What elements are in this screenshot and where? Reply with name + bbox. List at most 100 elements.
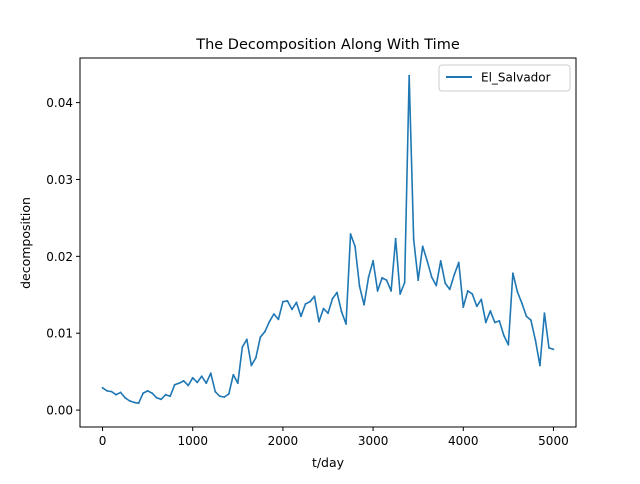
data-point (272, 313, 275, 315)
x-tick-label: 5000 (538, 434, 569, 448)
data-point (254, 356, 257, 359)
data-point (349, 233, 352, 235)
x-axis-label: t/day (312, 455, 345, 470)
data-point (426, 260, 429, 262)
data-point (128, 399, 131, 402)
axes-frame (79, 57, 577, 428)
data-point (101, 386, 104, 389)
data-point (345, 323, 347, 325)
data-point (552, 348, 555, 351)
data-point (309, 300, 311, 303)
data-point (182, 379, 185, 382)
data-point (146, 389, 149, 392)
data-point (331, 297, 334, 300)
data-point (358, 285, 361, 288)
data-point (484, 321, 487, 324)
data-point (453, 273, 456, 276)
data-point (106, 389, 108, 392)
data-point (502, 334, 505, 337)
data-point (385, 279, 388, 282)
x-tick-label: 4000 (448, 434, 479, 448)
data-point (160, 398, 163, 401)
data-point (164, 393, 167, 396)
data-point (412, 238, 415, 241)
data-point (516, 290, 519, 293)
x-tick-label: 3000 (358, 434, 389, 448)
data-point (367, 276, 370, 278)
data-point (200, 375, 203, 378)
data-point (340, 310, 343, 313)
data-point (543, 312, 546, 315)
data-point (498, 320, 501, 322)
y-tick-label: 0.01 (46, 327, 73, 341)
data-point (236, 382, 239, 385)
x-tick-label: 1000 (177, 434, 208, 448)
data-point (263, 330, 266, 333)
data-point (313, 295, 316, 298)
data-point (196, 381, 199, 384)
data-point (286, 300, 289, 302)
data-point (507, 343, 510, 346)
data-point (327, 312, 329, 315)
data-point (223, 396, 226, 398)
data-point (241, 346, 244, 348)
y-tick-label: 0.00 (46, 404, 73, 418)
data-point (205, 382, 208, 385)
data-point (336, 291, 338, 294)
data-point (372, 260, 374, 262)
data-point (282, 300, 284, 303)
data-point (548, 346, 550, 349)
data-point (439, 260, 442, 262)
data-point (493, 321, 496, 324)
data-point (142, 392, 145, 395)
data-point (191, 376, 194, 379)
data-point (300, 315, 302, 318)
y-tick-label: 0.02 (46, 250, 73, 264)
data-point (173, 383, 176, 386)
data-point (408, 74, 411, 77)
data-point (119, 391, 122, 394)
data-point (115, 393, 117, 396)
data-point (539, 364, 541, 367)
data-point (462, 306, 465, 308)
x-tick-label: 2000 (268, 434, 299, 448)
data-point (227, 393, 230, 395)
data-point (291, 308, 293, 311)
data-point (151, 392, 154, 395)
axis-ticks: 0 1000 2000 3000 4000 5000 0.00 0.01 0.02 0.03 0.0… (46, 96, 568, 448)
data-point (444, 282, 447, 285)
data-point (466, 290, 469, 292)
data-point (295, 301, 298, 304)
data-point (155, 396, 158, 399)
plot-area (101, 74, 555, 405)
data-point (421, 245, 424, 248)
data-point (448, 288, 451, 291)
chart-title: The Decomposition Along With Time (195, 37, 460, 53)
data-point (322, 307, 325, 310)
data-point (304, 303, 307, 305)
data-point (390, 290, 393, 292)
data-point (475, 305, 478, 308)
data-point (124, 396, 126, 399)
data-point (394, 237, 397, 240)
data-point (430, 276, 433, 278)
legend-label: El_Salvador (481, 71, 551, 85)
y-tick-label: 0.04 (46, 96, 73, 110)
data-point (110, 390, 113, 393)
data-point (399, 293, 402, 295)
data-point (525, 315, 528, 318)
legend: El_Salvador (438, 64, 571, 92)
data-point (480, 298, 483, 301)
data-point (376, 290, 379, 292)
data-point (471, 293, 474, 295)
data-point (489, 310, 492, 312)
data-point (457, 261, 460, 264)
data-point (268, 320, 271, 323)
data-point (259, 336, 262, 338)
data-point (403, 281, 406, 284)
data-point (187, 384, 190, 387)
data-point (133, 401, 136, 404)
data-point (363, 303, 365, 306)
